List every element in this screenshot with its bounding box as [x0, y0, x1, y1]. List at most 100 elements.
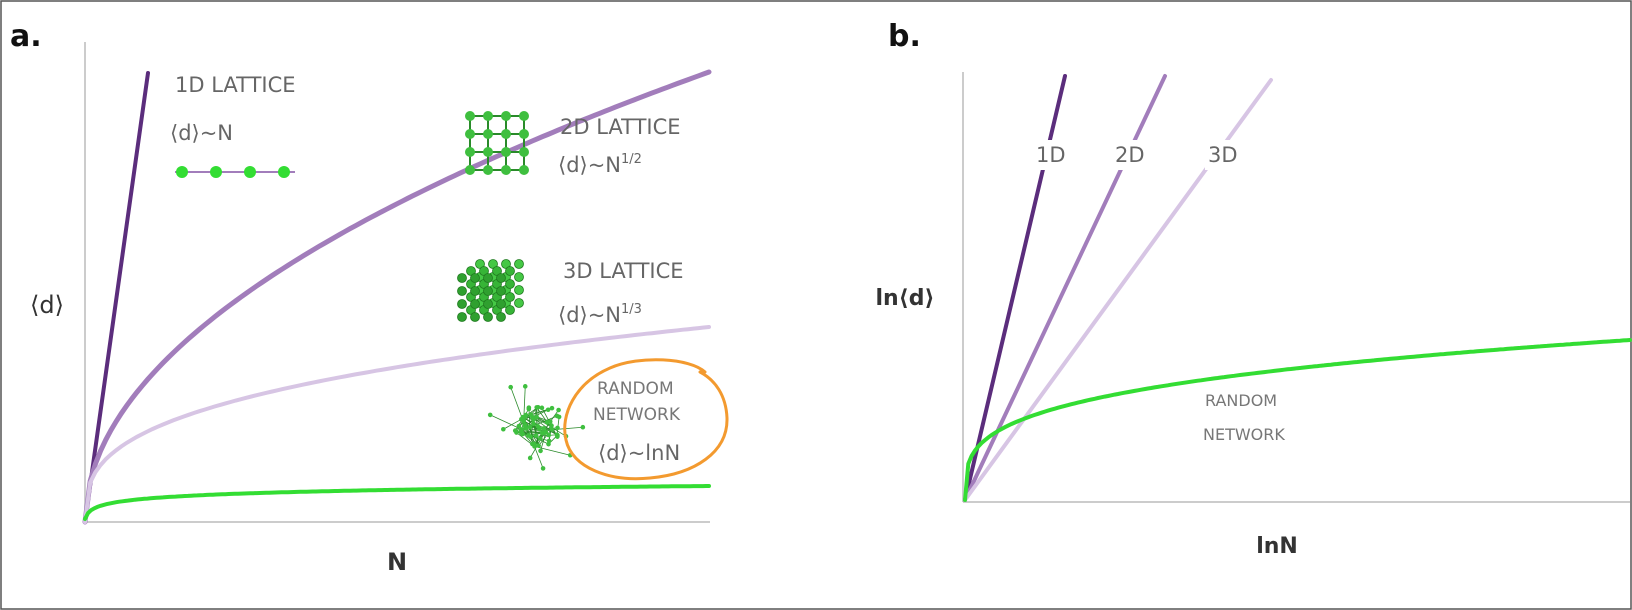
- panel-b: b. lnN ln⟨d⟩ 1D 2D 3D RANDOM NETWORK: [875, 19, 1632, 559]
- lattice-node: [483, 312, 493, 322]
- lattice-node: [519, 165, 529, 175]
- label-bg: [1205, 140, 1251, 170]
- network-node: [580, 424, 586, 430]
- annotation-2d-lattice: 2D LATTICE ⟨d⟩~N1/2: [465, 111, 681, 177]
- label-1d-log: 1D: [1036, 143, 1066, 167]
- panel-a: a. N ⟨d⟩ 1D LATTICE ⟨d⟩~N 2D LATTICE ⟨d⟩…: [10, 19, 729, 576]
- lattice-node: [505, 292, 515, 302]
- formula-3d-lattice: ⟨d⟩~N1/3: [558, 302, 642, 327]
- lattice-node: [483, 111, 493, 121]
- lattice-node: [505, 266, 515, 276]
- series-2d-lattice-line: [82, 69, 712, 525]
- label-3d-log: 3D: [1208, 143, 1238, 167]
- series-2d-line-log: [963, 74, 1167, 502]
- label-random-network-log-line2: NETWORK: [1203, 425, 1285, 444]
- label-random-network-line2: NETWORK: [593, 405, 681, 425]
- network-edge: [503, 418, 522, 430]
- label-random-network-line1: RANDOM: [597, 379, 674, 399]
- lattice-node: [483, 129, 493, 139]
- network-node: [526, 405, 532, 410]
- network-node: [545, 407, 551, 413]
- network-edge: [538, 428, 553, 446]
- lattice-node: [457, 273, 467, 283]
- lattice-node: [457, 312, 467, 322]
- network-node: [527, 424, 533, 430]
- lattice-node: [470, 299, 480, 309]
- network-node: [546, 438, 552, 444]
- lattice-node: [483, 299, 493, 309]
- lattice-node: [501, 165, 511, 175]
- lattice-node: [505, 279, 515, 289]
- network-node: [520, 431, 525, 437]
- lattice-node: [470, 286, 480, 296]
- panel-b-label: b.: [888, 19, 921, 54]
- network-node: [554, 413, 560, 419]
- label-random-network-log-line1: RANDOM: [1205, 391, 1277, 410]
- network-node: [547, 419, 553, 424]
- lattice-node: [519, 129, 529, 139]
- series-1d-line-log: [963, 74, 1067, 502]
- lattice-node: [465, 147, 475, 157]
- network-node: [539, 405, 545, 411]
- formula-2d-lattice: ⟨d⟩~N1/2: [558, 152, 642, 177]
- lattice-3d-cube-icon: [457, 259, 524, 322]
- network-node: [549, 405, 555, 411]
- network-node: [528, 412, 534, 418]
- network-node: [522, 384, 528, 389]
- network-node: [519, 427, 525, 432]
- network-node: [521, 419, 526, 424]
- lattice-node: [457, 299, 467, 309]
- lattice-node: [496, 273, 506, 283]
- lattice-node: [465, 129, 475, 139]
- lattice-node: [483, 273, 493, 283]
- panel-a-label: a.: [10, 19, 42, 54]
- network-node: [508, 384, 514, 390]
- lattice-node: [505, 305, 515, 315]
- lattice-1d-node: [244, 166, 256, 178]
- lattice-node: [483, 286, 493, 296]
- network-node: [534, 414, 539, 420]
- network-node: [546, 432, 552, 438]
- network-edge: [534, 446, 571, 456]
- network-node: [537, 436, 543, 441]
- lattice-node: [457, 286, 467, 296]
- network-edge: [490, 414, 522, 430]
- lattice-node: [496, 286, 506, 296]
- annotation-3d-lattice: 3D LATTICE ⟨d⟩~N1/3: [457, 259, 684, 327]
- network-node: [538, 448, 543, 454]
- network-node: [555, 425, 560, 431]
- network-edge: [516, 426, 583, 433]
- label-3d-lattice: 3D LATTICE: [563, 259, 684, 283]
- lattice-node: [519, 111, 529, 121]
- formula-random-network: ⟨d⟩~lnN: [598, 441, 680, 465]
- network-node: [535, 423, 541, 429]
- lattice-node: [514, 259, 524, 269]
- label-2d-lattice: 2D LATTICE: [560, 115, 681, 139]
- lattice-node: [501, 147, 511, 157]
- lattice-node: [465, 111, 475, 121]
- network-node: [487, 412, 493, 418]
- network-node: [556, 407, 561, 413]
- network-edge: [540, 432, 547, 452]
- label-bg: [1112, 140, 1158, 170]
- label-2d-log: 2D: [1115, 143, 1145, 167]
- lattice-node: [483, 147, 493, 157]
- series-random-network-line-log: [963, 338, 1632, 502]
- network-node: [533, 433, 539, 438]
- lattice-node: [519, 147, 529, 157]
- lattice-1d-node: [210, 166, 222, 178]
- lattice-node: [496, 299, 506, 309]
- lattice-1d-node: [278, 166, 290, 178]
- annotation-random-network: RANDOM NETWORK ⟨d⟩~lnN: [487, 358, 729, 481]
- series-1d-lattice-line: [83, 71, 150, 524]
- panel-b-y-axis-label: ln⟨d⟩: [875, 286, 934, 311]
- network-node: [539, 430, 545, 436]
- lattice-2d-grid-icon: [465, 111, 529, 175]
- lattice-1d-node: [176, 166, 188, 178]
- lattice-node: [501, 111, 511, 121]
- panel-a-x-axis-label: N: [387, 548, 407, 576]
- network-node: [555, 434, 560, 439]
